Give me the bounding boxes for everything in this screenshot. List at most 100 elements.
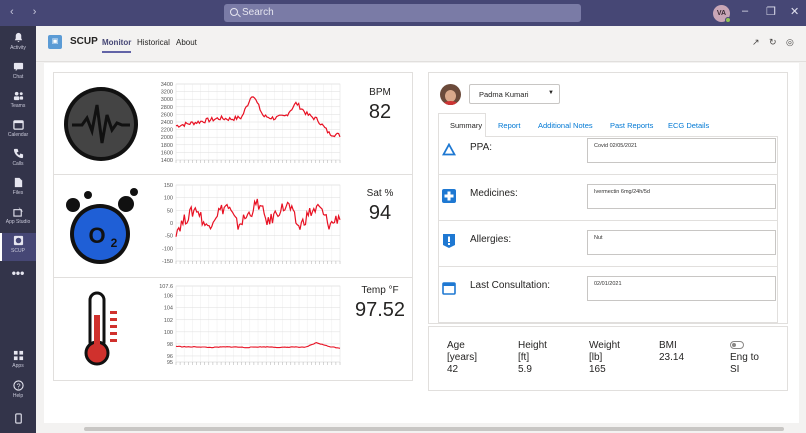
tab-summary[interactable]: Summary	[450, 121, 483, 130]
height-unit: [ft]	[518, 352, 530, 363]
summary-panel: PPA: Covid 02/05/2021 Medicines: Ivermec…	[438, 137, 778, 323]
height-stat: Height [ft] 5.9	[518, 340, 547, 376]
rail-item-app-studio[interactable]: App Studio	[0, 204, 36, 232]
last-consultation-value: 02/01/2021	[594, 281, 622, 287]
app-name: SCUP	[70, 36, 98, 47]
divider	[439, 174, 777, 175]
y-tick-label: 3400	[161, 82, 173, 88]
y-tick-label: 50	[167, 208, 173, 214]
temp-row: 107.6 106 104 102 100 98 96 95 Temp °F 97.52	[54, 279, 412, 380]
y-tick-label: 2800	[161, 105, 173, 111]
toggle-label-1: Eng to	[730, 352, 759, 363]
bmi-label: BMI	[659, 340, 677, 351]
files-icon	[14, 177, 22, 188]
rail-item-calls[interactable]: Calls	[0, 146, 36, 174]
rail-item-chat[interactable]: Chat	[0, 59, 36, 87]
tab-historical[interactable]: Historical	[137, 38, 170, 47]
patient-card: Padma Kumari ▼ Summary Report Additional…	[428, 72, 788, 324]
stats-card: Age [years] 42 Height [ft] 5.9 Weight [l…	[428, 326, 788, 391]
age-value: 42	[447, 364, 459, 375]
ppa-value: Covid 02/05/2021	[594, 143, 638, 149]
scup-icon	[13, 235, 23, 246]
scrollbar-thumb[interactable]	[84, 427, 784, 431]
allergy-alert-icon	[443, 234, 455, 248]
patient-select[interactable]: Padma Kumari ▼	[469, 84, 560, 104]
tab-ecg-details[interactable]: ECG Details	[668, 121, 710, 130]
patient-avatar	[440, 84, 461, 105]
y-tick-label: 1400	[161, 158, 173, 164]
weight-stat: Weight [lb] 165	[589, 340, 620, 376]
content-area: 3400 3200 3000 2800 2600 2400 2200 2000 1800 1600…	[44, 63, 799, 423]
triangle-icon	[442, 143, 456, 156]
apps-icon	[13, 350, 23, 361]
tab-additional-notes[interactable]: Additional Notes	[538, 121, 593, 130]
y-tick-label: 96	[167, 354, 173, 360]
thermometer-icon	[84, 291, 117, 366]
rail-item-scup[interactable]: SCUP	[0, 233, 36, 261]
rail-item-teams[interactable]: Teams	[0, 88, 36, 116]
rail-item-files[interactable]: Files	[0, 175, 36, 203]
device-button[interactable]	[0, 407, 36, 433]
phone-icon	[13, 148, 23, 159]
medicines-field[interactable]: Ivermectin 6mg/24h/5d	[587, 184, 776, 209]
refresh-icon[interactable]: ↻	[769, 37, 777, 47]
rail-label: App Studio	[5, 219, 31, 225]
y-tick-label: 1800	[161, 143, 173, 149]
teams-icon	[13, 91, 23, 101]
svg-text:O: O	[88, 223, 105, 248]
age-unit: [years]	[447, 352, 478, 363]
sat-row: O 2 150 100 50 0 -50 -100 -150 Sat % 94	[54, 176, 412, 278]
rail-item-calendar[interactable]: Calendar	[0, 117, 36, 145]
horizontal-scrollbar[interactable]	[36, 425, 806, 433]
y-tick-label: -50	[165, 234, 173, 240]
presence-dot	[725, 17, 731, 23]
y-tick-label: 1600	[161, 150, 173, 156]
minimize-icon[interactable]: –	[742, 5, 749, 17]
tab-past-reports[interactable]: Past Reports	[610, 121, 654, 130]
unit-toggle[interactable]	[730, 341, 744, 349]
temp-label: Temp °F	[361, 285, 399, 296]
nav-arrows[interactable]: ‹ ›	[10, 6, 45, 18]
allergies-value: Nut	[594, 235, 603, 241]
divider	[439, 220, 777, 221]
popout-icon[interactable]: ↗	[752, 37, 760, 47]
rail-label: Teams	[10, 103, 26, 109]
rail-label: Help	[12, 393, 24, 399]
tab-report[interactable]: Report	[498, 121, 521, 130]
rail-label: SCUP	[11, 248, 25, 254]
series-line	[175, 96, 341, 138]
close-icon[interactable]: ✕	[790, 6, 800, 18]
restore-icon[interactable]: ❐	[766, 6, 776, 18]
rail-label: Apps	[12, 363, 24, 369]
y-tick-label: 2200	[161, 128, 173, 134]
last-consultation-label: Last Consultation:	[470, 280, 551, 291]
series-line	[175, 342, 341, 349]
allergies-field[interactable]: Nut	[587, 230, 776, 255]
globe-icon[interactable]: ◎	[786, 37, 794, 47]
more-apps-button[interactable]: •••	[11, 266, 25, 280]
divider	[439, 266, 777, 267]
rail-item-help[interactable]: ? Help	[0, 378, 36, 406]
tab-monitor[interactable]: Monitor	[102, 38, 132, 53]
saturation-chart: 150 100 50 0 -50 -100 -150	[162, 183, 341, 265]
app-header: ▣ SCUP Monitor Historical About ↗ ↻ ◎	[36, 26, 806, 62]
y-tick-label: 0	[170, 221, 173, 227]
search-input[interactable]: Search	[224, 4, 581, 22]
weight-value: 165	[589, 364, 606, 375]
heart-monitor-icon	[64, 87, 138, 161]
rail-item-activity[interactable]: Activity	[0, 30, 36, 58]
age-label: Age	[447, 340, 465, 351]
bpm-label: BPM	[369, 87, 391, 98]
tab-about[interactable]: About	[176, 38, 197, 47]
avatar[interactable]: VA	[713, 5, 731, 23]
last-consultation-field[interactable]: 02/01/2021	[587, 276, 776, 301]
rail-label: Calls	[12, 161, 24, 167]
bmi-value: 23.14	[659, 352, 685, 363]
summary-tab-frame	[438, 113, 486, 137]
sat-label: Sat %	[366, 188, 394, 199]
y-tick-label: 104	[164, 306, 173, 312]
ppa-field[interactable]: Covid 02/05/2021	[587, 138, 776, 163]
rail-item-apps[interactable]: Apps	[0, 348, 36, 376]
ppa-label: PPA:	[470, 142, 493, 153]
